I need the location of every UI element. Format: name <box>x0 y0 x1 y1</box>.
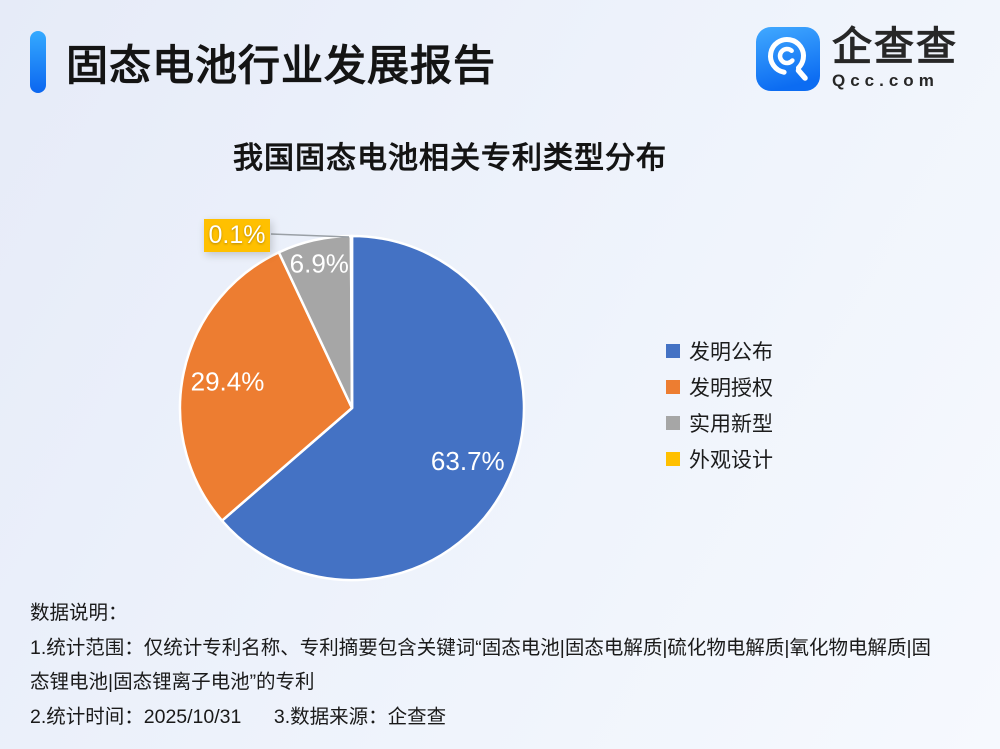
pie-labels: 63.7% 29.4% 6.9% <box>191 249 505 476</box>
legend: 发明公布发明授权实用新型外观设计 <box>666 340 773 484</box>
pie-label-0: 63.7% <box>431 446 505 476</box>
pie-slice-0 <box>220 234 526 582</box>
qcc-logo-icon <box>756 26 820 91</box>
notes-block: 数据说明： 1.统计范围：仅统计专利名称、专利摘要包含关键词“固态电池|固态电解… <box>30 596 978 734</box>
legend-swatch-icon <box>666 380 680 394</box>
pie-slices <box>178 234 526 582</box>
legend-swatch-icon <box>666 416 680 430</box>
page-title: 固态电池行业发展报告 <box>66 41 497 89</box>
legend-item-2: 实用新型 <box>666 412 773 436</box>
legend-label: 发明授权 <box>689 377 773 400</box>
legend-item-3: 外观设计 <box>666 448 773 472</box>
notes-heading: 数据说明： <box>30 602 128 624</box>
legend-label: 发明公布 <box>689 341 773 364</box>
pie-chart: 63.7% 29.4% 6.9% <box>178 233 526 582</box>
qcc-logo: 企查查 Qcc.com <box>756 26 958 91</box>
pie-slice-3 <box>349 234 354 410</box>
pie-label-2: 6.9% <box>290 249 349 279</box>
legend-label: 实用新型 <box>689 413 773 436</box>
legend-item-0: 发明公布 <box>666 340 773 364</box>
legend-label: 外观设计 <box>689 449 773 472</box>
notes-line-1: 1.统计范围：仅统计专利名称、专利摘要包含关键词“固态电池|固态电解质|硫化物电… <box>30 636 932 659</box>
legend-item-1: 发明授权 <box>666 376 773 400</box>
pie-label-1: 29.4% <box>191 367 265 397</box>
qcc-logo-domain: Qcc.com <box>832 71 939 90</box>
legend-swatch-icon <box>666 452 680 466</box>
notes-line-3: 2.统计时间：2025/10/31 3.数据来源：企查查 <box>30 705 447 728</box>
title-accent-bar <box>30 31 46 93</box>
notes-line-2: 态锂电池|固态锂离子电池”的专利 <box>30 671 315 693</box>
chart-title: 我国固态电池相关专利类型分布 <box>233 142 667 175</box>
qcc-logo-name: 企查查 <box>832 25 958 69</box>
legend-swatch-icon <box>666 344 680 358</box>
callout-outer-design: 0.1% <box>204 219 270 252</box>
callout-leader-line <box>270 233 350 238</box>
qcc-logo-text: 企查查 Qcc.com <box>832 26 958 91</box>
